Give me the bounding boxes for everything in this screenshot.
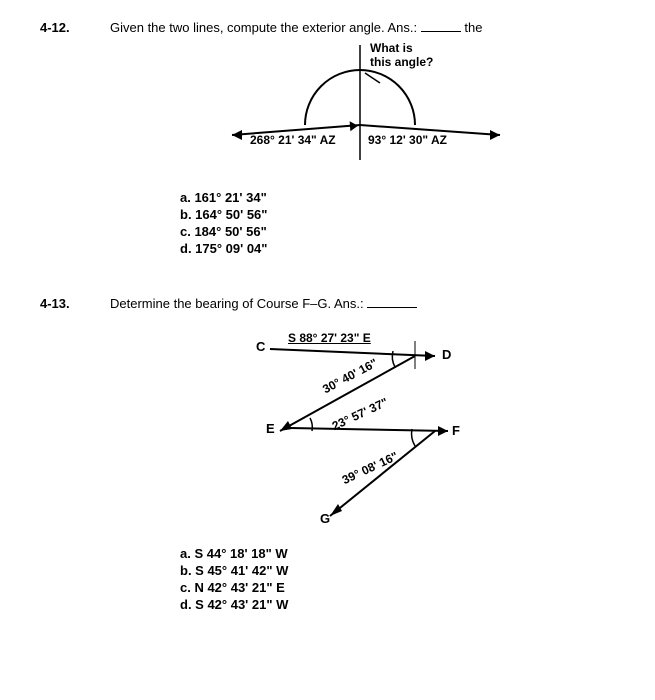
q12-options: a. 161° 21' 34" b. 164° 50' 56" c. 184° … <box>180 190 615 256</box>
q13-label-d: D <box>442 347 451 362</box>
q13-prompt-text: Determine the bearing of Course F–G. Ans… <box>110 296 364 311</box>
q13-option-b: b. S 45° 41' 42" W <box>180 563 615 578</box>
q12-option-b: b. 164° 50' 56" <box>180 207 615 222</box>
q13-header-row: 4-13. Determine the bearing of Course F–… <box>40 296 615 311</box>
q13-number: 4-13. <box>40 296 90 311</box>
q12-prompt-a: Given the two lines, compute the exterio… <box>110 20 417 35</box>
q13-label-c: C <box>256 339 265 354</box>
q13-options: a. S 44° 18' 18" W b. S 45° 41' 42" W c.… <box>180 546 615 612</box>
q13-cd-bearing: S 88° 27' 23" E <box>288 331 371 345</box>
q12-prompt-b: the <box>464 20 482 35</box>
q12-left-az: 268° 21' 34" AZ <box>250 133 336 147</box>
q12-answer-blank <box>421 31 461 32</box>
q12-option-a: a. 161° 21' 34" <box>180 190 615 205</box>
q12-callout: What is this angle? <box>370 41 433 69</box>
q13-prompt: Determine the bearing of Course F–G. Ans… <box>110 296 615 311</box>
q13-answer-blank <box>367 307 417 308</box>
q12-option-c: c. 184° 50' 56" <box>180 224 615 239</box>
q13-label-e: E <box>266 421 275 436</box>
q12-prompt: Given the two lines, compute the exterio… <box>110 20 615 35</box>
q13-label-f: F <box>452 423 460 438</box>
q13-svg <box>210 321 510 531</box>
q13-option-d: d. S 42° 43' 21" W <box>180 597 615 612</box>
q13-label-g: G <box>320 511 330 526</box>
question-4-12: 4-12. Given the two lines, compute the e… <box>40 20 615 256</box>
q12-right-az: 93° 12' 30" AZ <box>368 133 447 147</box>
q13-option-a: a. S 44° 18' 18" W <box>180 546 615 561</box>
q12-header-row: 4-12. Given the two lines, compute the e… <box>40 20 615 35</box>
q12-option-d: d. 175° 09' 04" <box>180 241 615 256</box>
q12-number: 4-12. <box>40 20 90 35</box>
question-4-13: 4-13. Determine the bearing of Course F–… <box>40 296 615 612</box>
q12-figure: What is this angle? 268° 21' 34" AZ 93° … <box>210 45 530 175</box>
q13-figure: C D E F G S 88° 27' 23" E 30° 40' 16" 23… <box>210 321 510 531</box>
q13-option-c: c. N 42° 43' 21" E <box>180 580 615 595</box>
